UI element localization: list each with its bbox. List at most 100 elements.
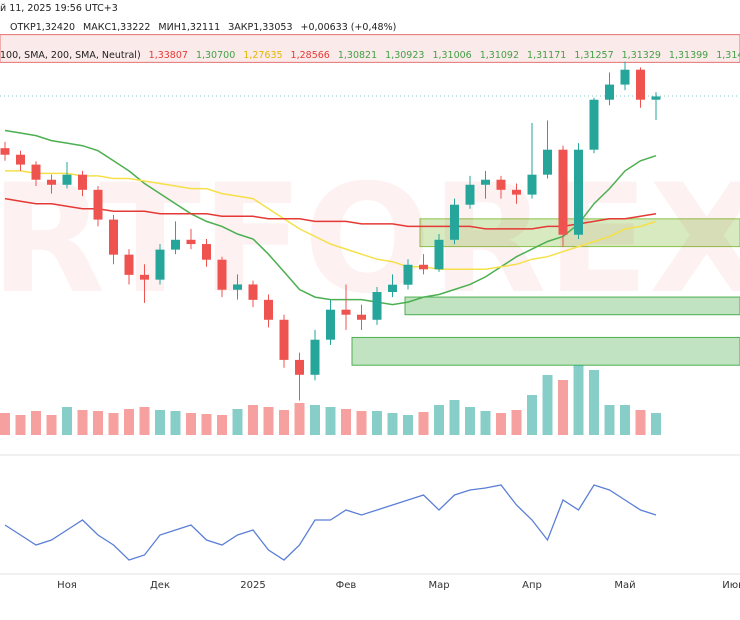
x-tick-label: Июн xyxy=(722,580,740,591)
candle-body xyxy=(233,284,242,290)
zone xyxy=(0,34,740,63)
oscillator-line xyxy=(4,484,657,561)
candle-body xyxy=(636,69,645,100)
ohlc: МАКС1,33222 xyxy=(83,22,151,33)
volume-bar xyxy=(449,400,460,435)
volume-bar xyxy=(263,407,274,435)
volume-bar xyxy=(77,410,88,435)
volume-bar xyxy=(279,410,289,435)
volume-bar xyxy=(310,405,320,435)
indicator-label: 100, SMA, 200, SMA, Neutral) xyxy=(0,50,141,61)
indicator-value: 1,30923 xyxy=(385,50,425,61)
datetime: й 11, 2025 19:56 UTC+3 xyxy=(0,3,118,14)
candle-body xyxy=(527,174,537,195)
volume-bar xyxy=(62,407,72,435)
candle-body xyxy=(326,309,335,340)
volume-bar xyxy=(232,409,243,435)
candle-body xyxy=(419,264,428,270)
volume-bar xyxy=(186,413,196,435)
volume-bar xyxy=(294,403,305,435)
candle-body xyxy=(279,319,289,360)
candle-body xyxy=(481,179,490,185)
candle-body xyxy=(341,309,351,315)
candle-body xyxy=(357,314,366,320)
x-tick-label: Дек xyxy=(150,580,170,591)
volume-bar xyxy=(0,413,10,435)
candle-body xyxy=(434,239,444,270)
volume-bar xyxy=(620,405,630,435)
indicator-value: 1,31092 xyxy=(479,50,520,61)
volume-bar xyxy=(124,409,134,435)
moving-average xyxy=(4,197,657,230)
candle-body xyxy=(186,239,196,245)
header-datetime-row: й 11, 2025 19:56 UTC+3 xyxy=(0,3,740,14)
candle-body xyxy=(31,164,41,180)
indicator-value: 1,31257 xyxy=(574,50,614,61)
indicator-value: 1,31399 xyxy=(668,50,709,61)
indicator-value: 1,30700 xyxy=(195,50,236,61)
indicator-value: 1,31006 xyxy=(432,50,472,61)
candle-body xyxy=(124,254,134,275)
ohlc-row: ОТКР1,32420 МАКС1,33222 МИН1,32111 ЗАКР1… xyxy=(0,22,740,33)
volume-bar xyxy=(248,405,258,435)
candle-body xyxy=(109,219,118,255)
indicator-value: 1,30821 xyxy=(337,50,378,61)
ohlc: ОТКР1,32420 xyxy=(10,22,76,33)
volume-bar xyxy=(387,413,398,435)
candle-body xyxy=(78,174,87,190)
candle-body xyxy=(202,244,211,260)
change: +0,00633 (+0,48%) xyxy=(300,22,397,33)
volume-bar xyxy=(403,415,413,435)
candle-body xyxy=(605,84,614,100)
candle-body xyxy=(496,179,506,190)
indicator-value: 1,31471 xyxy=(716,50,740,61)
candle-body xyxy=(465,184,475,205)
candle-body xyxy=(155,249,165,280)
volume-bar xyxy=(155,410,165,435)
candle-body xyxy=(403,264,413,285)
candle-body xyxy=(450,204,459,240)
volume-bar xyxy=(558,380,568,435)
x-tick-label: Ноя xyxy=(57,580,77,591)
volume-bar xyxy=(46,415,57,435)
candle-body xyxy=(16,154,25,165)
volume-bar xyxy=(635,410,646,435)
volume-bar xyxy=(604,405,615,435)
x-tick-label: Мар xyxy=(428,580,449,591)
indicator-row: 100, SMA, 200, SMA, Neutral) 1,33807 1,30… xyxy=(0,50,740,61)
indicator-value: 1,28566 xyxy=(290,50,330,61)
candle-body xyxy=(0,148,10,155)
candle-body xyxy=(558,149,568,235)
candle-body xyxy=(93,189,103,220)
volume-bar xyxy=(356,411,367,435)
volume-bar xyxy=(139,407,150,435)
volume-bar xyxy=(651,413,661,435)
candle-body xyxy=(295,359,304,375)
candle-body xyxy=(62,174,72,185)
watermark: RTFOREX xyxy=(0,153,740,327)
x-tick-label: Май xyxy=(614,580,635,591)
ohlc: МИН1,32111 xyxy=(158,22,221,33)
candle-body xyxy=(543,149,552,175)
candle-body xyxy=(388,284,397,293)
volume-bar xyxy=(170,411,181,435)
volume-bar xyxy=(217,415,227,435)
volume-bar xyxy=(465,407,475,435)
candle-body xyxy=(512,189,521,195)
volume-bar xyxy=(434,405,444,435)
candle-body xyxy=(47,179,56,185)
candle-body xyxy=(651,96,661,100)
volume-bar xyxy=(325,407,336,435)
x-tick-label: Апр xyxy=(522,580,542,591)
candle-body xyxy=(310,339,320,375)
candle-body xyxy=(264,299,273,320)
x-tick-label: 2025 xyxy=(240,580,265,591)
volume-bar xyxy=(527,395,537,435)
volume-bar xyxy=(573,365,584,435)
candle-body xyxy=(372,292,382,320)
moving-average xyxy=(5,170,657,271)
indicator-value: 1,27635 xyxy=(243,50,283,61)
volume-bar xyxy=(511,410,522,435)
volume-bar xyxy=(372,411,382,435)
